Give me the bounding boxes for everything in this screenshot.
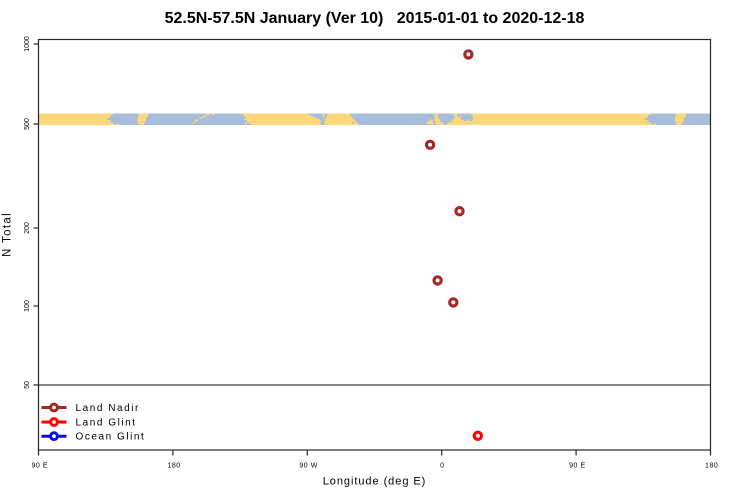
svg-text:Ocean Glint: Ocean Glint: [76, 432, 146, 443]
svg-text:0: 0: [440, 463, 444, 470]
svg-text:50: 50: [24, 381, 31, 389]
svg-text:100: 100: [24, 300, 31, 312]
svg-text:1000: 1000: [24, 36, 31, 52]
svg-text:180: 180: [167, 463, 180, 470]
svg-text:Land Nadir: Land Nadir: [76, 403, 140, 414]
svg-text:N Total: N Total: [1, 212, 13, 257]
svg-text:90 E: 90 E: [31, 463, 48, 470]
svg-text:Longitude (deg E): Longitude (deg E): [323, 476, 427, 488]
svg-text:90 E: 90 E: [569, 463, 586, 470]
svg-text:500: 500: [24, 118, 31, 130]
svg-text:90 W: 90 W: [299, 463, 318, 470]
svg-text:180: 180: [705, 463, 718, 470]
svg-text:200: 200: [24, 222, 31, 234]
svg-text:Land Glint: Land Glint: [76, 417, 137, 428]
svg-text:52.5N-57.5N January (Ver 10): 52.5N-57.5N January (Ver 10) 2015-01-01 …: [165, 10, 585, 27]
